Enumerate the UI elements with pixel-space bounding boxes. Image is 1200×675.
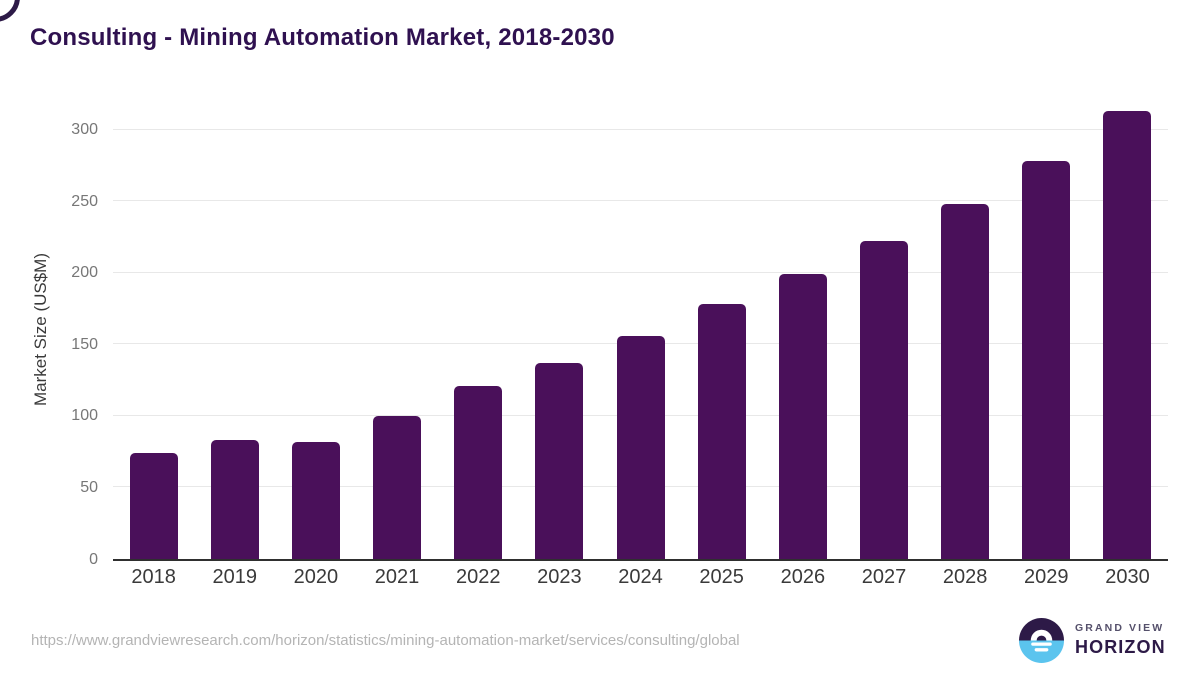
y-tick-label: 50 [80,478,98,496]
y-tick-label: 100 [71,407,98,425]
bar-cell [438,101,519,559]
bar-2030 [1103,111,1152,559]
x-tick-label: 2025 [699,566,744,588]
bar-2021 [373,415,422,559]
x-tick-label: 2019 [212,566,257,588]
plot-area [113,101,1168,561]
bar-2028 [941,204,990,559]
grand-view-horizon-logo: GRAND VIEW HORIZON [1018,616,1166,664]
bar-cell [843,101,924,559]
x-tick-label: 2028 [942,566,988,588]
y-tick-label: 0 [89,550,98,568]
bar-2019 [210,440,259,559]
bar-cell [600,101,681,559]
logo-text: GRAND VIEW HORIZON [1075,622,1166,658]
x-tick-label: 2030 [1105,566,1150,588]
x-tick-label: 2023 [537,566,582,588]
x-tick-label: 2018 [131,566,176,588]
bar-2022 [454,385,503,559]
y-tick-label: 300 [71,121,98,139]
bar-cell [113,101,194,559]
corner-arc-decoration [0,0,20,22]
x-tick-label: 2029 [1024,566,1069,588]
y-tick-label: 200 [71,264,98,282]
x-tick-label: 2020 [293,566,339,588]
y-axis-tick-labels: 0 50 100 150 200 250 300 [0,101,98,567]
x-tick-label: 2021 [374,566,420,588]
bar-cell [762,101,843,559]
bar-2024 [616,335,665,559]
x-tick-label: 2024 [618,566,663,588]
logo-text-grand-view: GRAND VIEW [1075,622,1165,634]
bar-2029 [1022,161,1071,559]
y-tick-label: 150 [71,335,98,353]
bar-cell [1087,101,1168,559]
bar-2025 [697,304,746,559]
bar-cell [356,101,437,559]
bar-2027 [859,241,908,559]
y-tick-label: 250 [71,192,98,210]
bar-cell [519,101,600,559]
bar-2023 [535,362,584,559]
gridline [113,271,1168,273]
bar-2018 [129,453,178,559]
bar-2026 [778,274,827,559]
x-tick-label: 2022 [455,566,501,588]
bar-cell [194,101,275,559]
x-axis-tick-labels: 2018 2019 2020 2021 2022 2023 2024 2025 2026 2027… [113,566,1168,589]
horizon-sunrise-icon [1018,617,1065,664]
bar-cell [681,101,762,559]
x-tick-label: 2027 [861,566,907,588]
bar-cell [275,101,356,559]
bar-cell [925,101,1006,559]
bar-series [113,101,1168,559]
source-url: https://www.grandviewresearch.com/horizo… [31,632,740,649]
logo-text-horizon: HORIZON [1075,637,1166,657]
x-tick-label: 2026 [780,566,826,588]
bar-cell [1006,101,1087,559]
bar-2020 [291,441,340,559]
gridline [113,128,1168,130]
chart-title: Consulting - Mining Automation Market, 2… [30,24,615,51]
gridline [113,200,1168,202]
